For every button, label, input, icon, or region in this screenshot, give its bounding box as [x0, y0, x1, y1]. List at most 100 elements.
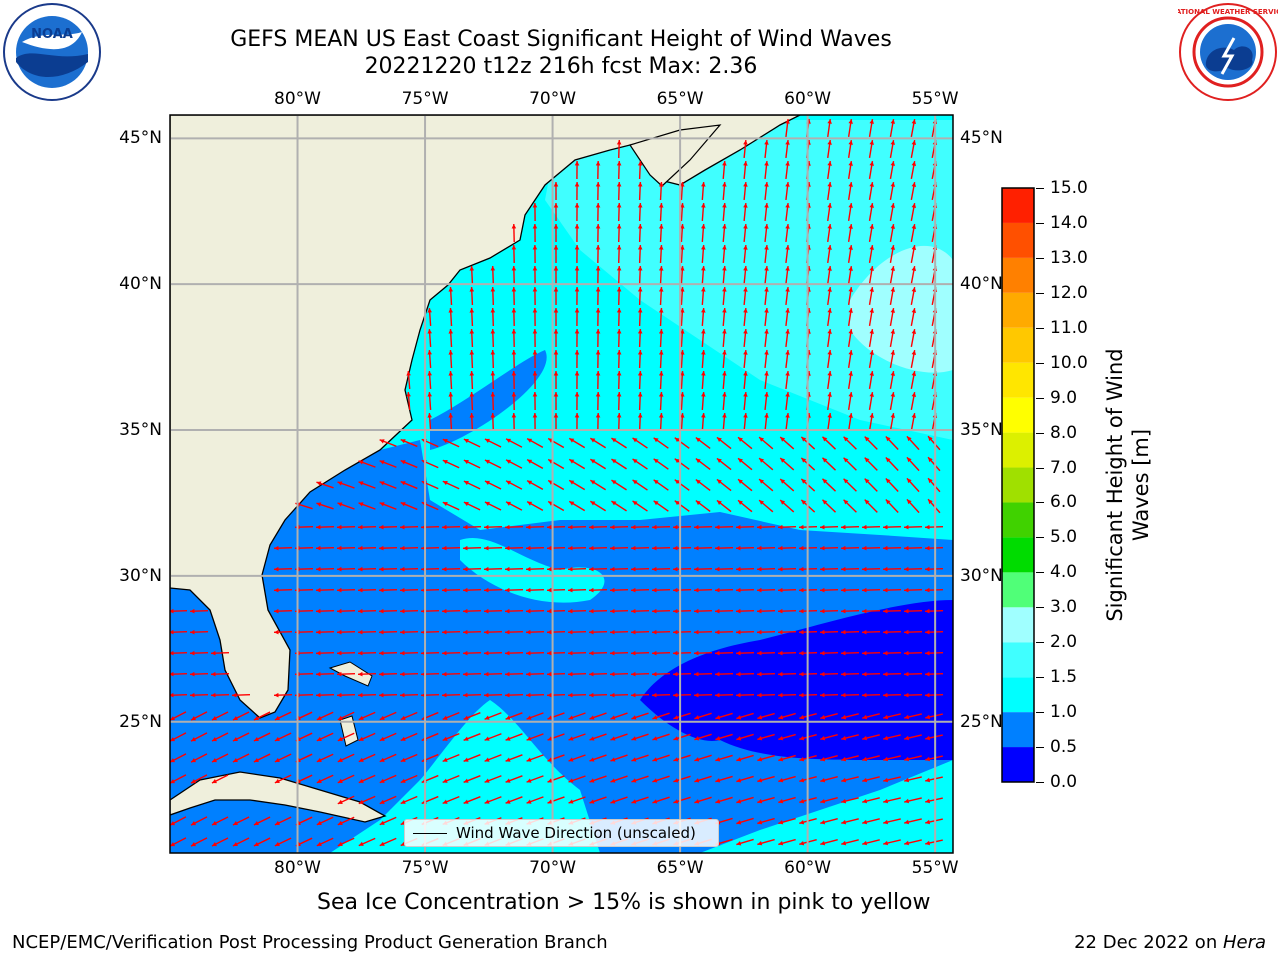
direction-arrow-861	[652, 775, 670, 783]
colorbar-tick-8: 6.0	[1050, 492, 1078, 513]
direction-arrow-665	[357, 671, 377, 677]
direction-arrow-235	[910, 350, 917, 368]
direction-arrow-480	[672, 545, 692, 551]
direction-arrow-396	[885, 477, 899, 493]
direction-arrow-516	[756, 566, 776, 572]
direction-arrow-636	[462, 650, 482, 656]
direction-arrow-785	[568, 733, 586, 741]
direction-arrow-263	[406, 391, 411, 411]
colorbar-band-1	[1002, 712, 1034, 748]
direction-arrow-690	[882, 671, 902, 677]
direction-arrow-158	[868, 287, 874, 305]
direction-arrow-949	[358, 837, 376, 847]
direction-arrow-544	[672, 587, 692, 593]
direction-arrow-260	[889, 371, 896, 389]
direction-arrow-121	[595, 265, 601, 285]
direction-arrow-912	[337, 816, 355, 826]
direction-arrow-601	[441, 629, 461, 635]
direction-arrow-754	[694, 712, 712, 720]
direction-arrow-163	[448, 307, 454, 327]
direction-arrow-482	[714, 545, 734, 551]
direction-arrow-175	[701, 307, 706, 327]
direction-arrow-710	[546, 692, 566, 698]
direction-arrow-932	[778, 817, 796, 825]
wind-wave-direction-arrows	[170, 118, 944, 847]
direction-arrow-107	[785, 244, 790, 264]
colorbar-band-2	[1002, 677, 1034, 713]
direction-arrow-459	[903, 524, 923, 530]
direction-arrow-938	[904, 818, 922, 825]
direction-arrow-351	[568, 458, 586, 470]
direction-arrow-621	[861, 629, 881, 635]
direction-arrow-645	[651, 650, 671, 656]
direction-arrow-658	[924, 650, 944, 656]
direction-arrow-586	[840, 608, 860, 614]
direction-arrow-895	[757, 796, 775, 804]
direction-arrow-525	[273, 587, 293, 593]
direction-arrow-501	[441, 566, 461, 572]
direction-arrow-857	[568, 775, 586, 783]
direction-arrow-444	[588, 524, 608, 530]
direction-arrow-366	[885, 456, 899, 472]
direction-arrow-557	[170, 608, 188, 614]
colorbar-band-0	[1002, 747, 1034, 782]
direction-arrow-766	[170, 732, 187, 742]
direction-arrow-824	[610, 754, 628, 762]
direction-arrow-473	[525, 545, 545, 551]
direction-arrow-571	[525, 608, 545, 614]
direction-arrow-726	[882, 692, 902, 698]
direction-arrow-372	[379, 481, 397, 489]
direction-arrow-655	[861, 650, 881, 656]
direction-arrow-523	[903, 566, 923, 572]
direction-arrow-559	[273, 608, 293, 614]
direction-arrow-136	[910, 266, 917, 284]
direction-arrow-611	[651, 629, 671, 635]
lon-tick-top-2: 70°W	[529, 89, 577, 109]
direction-arrow-105	[743, 244, 748, 264]
direction-arrow-552	[840, 587, 860, 593]
direction-arrow-762	[862, 713, 880, 720]
map-title: GEFS MEAN US East Coast Significant Heig…	[230, 27, 892, 52]
direction-arrow-610	[630, 629, 650, 635]
colorbar-band-13	[1002, 292, 1034, 328]
direction-arrow-83	[722, 223, 727, 243]
direction-arrow-781	[484, 733, 502, 741]
direction-arrow-194	[574, 328, 580, 348]
direction-arrow-379	[526, 480, 544, 490]
direction-arrow-287	[910, 392, 917, 410]
direction-arrow-803	[170, 753, 187, 763]
direction-arrow-179	[785, 307, 790, 327]
direction-arrow-40	[680, 181, 685, 201]
colorbar-tick-6: 4.0	[1050, 562, 1078, 583]
direction-arrow-864	[715, 775, 733, 783]
direction-arrow-119	[553, 265, 559, 285]
direction-arrow-705	[441, 692, 461, 698]
direction-arrow-433	[357, 524, 377, 530]
direction-arrow-408	[484, 501, 502, 511]
direction-arrow-21	[616, 160, 622, 180]
colorbar-tick-mark-2	[1036, 712, 1044, 714]
direction-arrow-96	[553, 244, 559, 264]
direction-arrow-528	[336, 587, 356, 593]
direction-arrow-74	[532, 223, 538, 243]
direction-arrow-477	[609, 545, 629, 551]
direction-arrow-617	[777, 629, 797, 635]
colorbar-tick-4: 2.0	[1050, 632, 1078, 653]
direction-arrow-292	[490, 412, 496, 432]
direction-arrow-765	[925, 713, 943, 720]
direction-arrow-22	[637, 160, 643, 180]
direction-arrow-828	[694, 754, 712, 762]
direction-arrow-330	[716, 436, 732, 450]
direction-arrow-760	[820, 713, 838, 720]
direction-arrow-792	[715, 733, 733, 741]
direction-arrow-509	[609, 566, 629, 572]
direction-arrow-732	[232, 711, 250, 721]
direction-arrow-596	[336, 629, 356, 635]
direction-arrow-37	[616, 181, 622, 201]
direction-arrow-62	[722, 202, 727, 222]
direction-arrow-112	[889, 245, 896, 263]
direction-arrow-593	[273, 629, 293, 635]
direction-arrow-123	[637, 265, 643, 285]
direction-arrow-253	[743, 370, 748, 390]
direction-arrow-404	[400, 501, 418, 511]
